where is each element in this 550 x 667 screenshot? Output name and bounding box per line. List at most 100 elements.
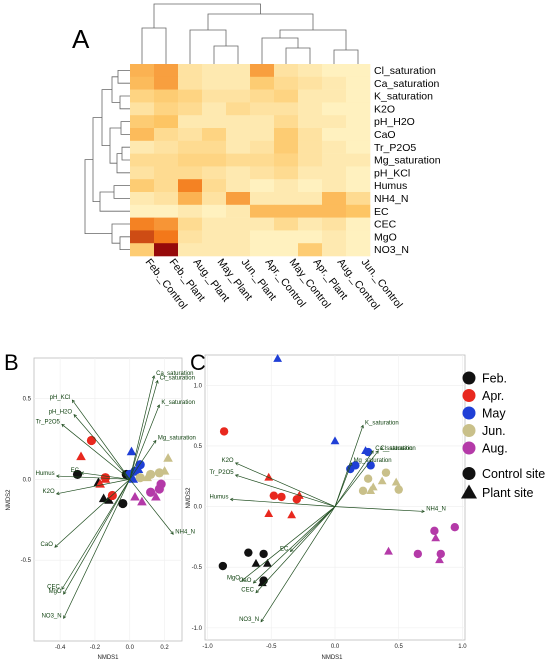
heatmap-cell	[250, 179, 275, 193]
heatmap-cell	[154, 153, 179, 167]
vector-arrow	[61, 424, 130, 480]
vector-arrowhead	[349, 462, 353, 466]
y-tick-label: -1.0	[192, 626, 203, 632]
dendrogram-branch	[207, 13, 314, 30]
heatmap-cell	[226, 64, 251, 78]
legend-swatch-jun	[462, 424, 476, 437]
vector-arrow	[61, 479, 131, 590]
heatmap-cell	[298, 76, 323, 90]
vector-label: pH_H2O	[49, 410, 73, 416]
vector-arrowhead	[255, 589, 259, 594]
vector-arrowhead	[252, 580, 257, 584]
heatmap-cell	[250, 102, 275, 116]
vector-label: K2O	[222, 458, 234, 464]
dendrogram-branch	[99, 191, 130, 212]
heatmap-cell	[274, 115, 299, 129]
vector-arrowhead	[241, 577, 245, 582]
data-point-apr-control	[269, 491, 279, 500]
vector-arrowhead	[54, 544, 58, 548]
heatmap-cell	[298, 204, 323, 218]
panel-letter-b: B	[4, 350, 19, 375]
vector-arrowhead	[370, 450, 374, 454]
heatmap-cell	[154, 217, 179, 231]
vector-arrow	[235, 462, 336, 507]
vector-arrow	[129, 404, 160, 480]
vector-arrowhead	[61, 423, 65, 428]
vector-arrowhead	[73, 414, 77, 418]
heatmap-row-label: NH4_N	[374, 193, 408, 205]
vector-label: CaO	[239, 578, 252, 584]
heatmap-cell	[322, 153, 347, 167]
heatmap-cell	[226, 115, 251, 129]
heatmap-cell	[274, 64, 299, 78]
heatmap-cell	[154, 192, 179, 206]
vector-arrow	[334, 450, 374, 507]
heatmap-cell	[322, 102, 347, 116]
heatmap-cell	[274, 230, 299, 244]
data-point-apr-control	[86, 435, 97, 446]
heatmap-column-dendrogram	[141, 3, 359, 64]
vector-label: NH4_N	[175, 529, 195, 535]
heatmap-cell	[154, 140, 179, 154]
data-point-aug-plant	[151, 491, 161, 501]
vector-arrow	[56, 475, 130, 480]
vector-label: K_saturation	[161, 400, 195, 406]
heatmap-cell	[226, 230, 251, 244]
dendrogram-branch	[84, 159, 112, 234]
data-point-jun-plant	[163, 453, 173, 462]
vector-label: K_saturation	[365, 420, 399, 426]
dendrogram-branch	[101, 89, 112, 146]
plot-b-ylabel: NMDS2	[6, 489, 12, 511]
heatmap-cell	[154, 76, 179, 90]
vector-arrowhead	[375, 450, 379, 454]
dendrogram-branch	[213, 45, 239, 64]
heatmap-cell	[130, 243, 155, 257]
vector-label: NO3_N	[239, 617, 259, 623]
heatmap-cell	[130, 153, 155, 167]
legend-label-apr: Apr.	[482, 389, 504, 403]
heatmap-cell	[250, 217, 275, 231]
data-point-jun-control	[135, 473, 145, 483]
data-point-aug-plant	[130, 491, 140, 501]
data-point-apr-plant	[76, 451, 86, 461]
vector-arrow	[63, 479, 131, 619]
x-tick-label: 0.0	[126, 645, 135, 651]
heatmap-cell	[322, 64, 347, 78]
vector-label: Tr_P2O5	[36, 419, 61, 425]
vector-arrowhead	[63, 591, 67, 595]
vector-label: Humus	[209, 494, 228, 500]
heatmap-cell	[346, 204, 371, 218]
vector-arrow	[334, 506, 425, 512]
heatmap-cell	[274, 153, 299, 167]
data-point-aug-plant	[435, 555, 444, 564]
data-point-apr-plant	[264, 509, 274, 518]
heatmap-cell	[178, 179, 203, 193]
legend-swatch-control-site	[462, 467, 476, 480]
vector-label: EC	[71, 468, 80, 474]
heatmap-cell	[298, 140, 323, 154]
panel-b: B -0.4 -0.2 0.0 0.2-0.50.00.5Ca_saturationC…	[4, 350, 196, 661]
vector-arrow	[129, 375, 155, 480]
vector-label: NH4_N	[426, 506, 446, 512]
vector-arrowhead	[71, 399, 76, 404]
x-tick-label: 0.0	[331, 644, 340, 650]
vector-label: Cl_saturation	[380, 446, 415, 452]
heatmap-cell	[226, 140, 251, 154]
dendrogram-branch	[111, 223, 130, 244]
heatmap-cell	[130, 217, 155, 231]
vector-arrowhead	[260, 618, 264, 623]
heatmap-cell	[226, 217, 251, 231]
heatmap-cell	[346, 192, 371, 206]
data-point-jun-control	[358, 486, 368, 496]
plot-c-ylabel: NMDS2	[186, 487, 192, 509]
heatmap-cell	[130, 102, 155, 116]
vector-arrowhead	[229, 497, 234, 502]
data-point-may-plant	[133, 464, 144, 474]
vector-arrowhead	[234, 462, 239, 466]
heatmap-cell	[250, 128, 275, 142]
vector-arrow	[80, 472, 130, 480]
heatmap-cell	[274, 243, 299, 257]
vector-arrowhead	[61, 586, 65, 590]
data-point-feb-control	[259, 549, 268, 559]
heatmap-cell	[226, 179, 251, 193]
